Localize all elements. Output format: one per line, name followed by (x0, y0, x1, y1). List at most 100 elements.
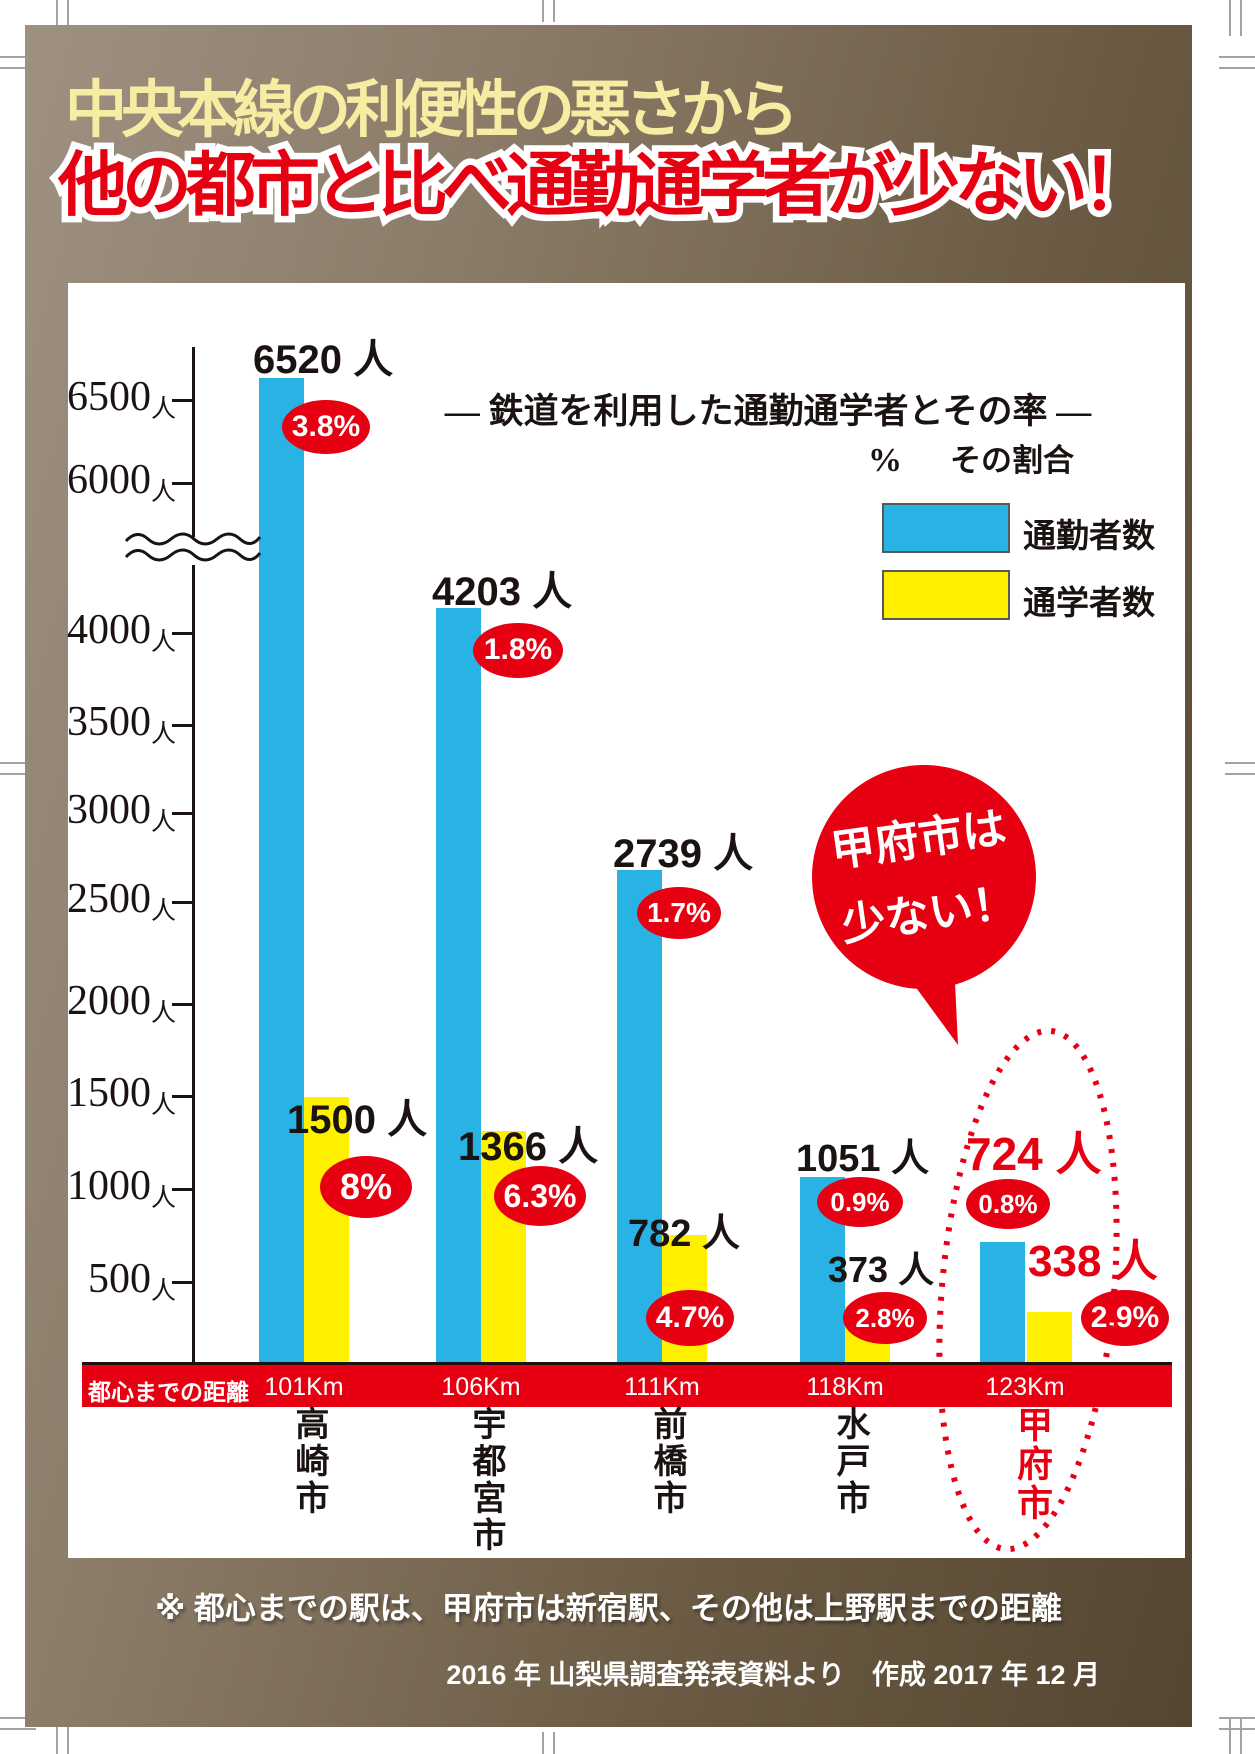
commuter-rate-badge: 0.8% (966, 1179, 1050, 1229)
distance-label: 118Km (806, 1373, 884, 1401)
y-tick-value: 3500 (66, 699, 151, 745)
city-label-4: 水戸市 (831, 1406, 869, 1517)
y-tick-value: 4000 (66, 607, 151, 653)
commuter-rate-badge: 1.8% (473, 622, 563, 678)
student-rate-badge: 2.9% (1081, 1290, 1169, 1346)
crop-mark (67, 1718, 69, 1754)
poster-title-line2-text: 他の都市と比べ通勤通学者が少ない！ (58, 146, 1152, 224)
distance-label: 123Km (985, 1373, 1065, 1401)
commuter-value-label: 2739 人 (613, 832, 754, 876)
y-tick-unit: 人 (150, 898, 176, 925)
y-tick-unit: 人 (150, 396, 176, 423)
bar-students-5 (1027, 1312, 1072, 1362)
crop-mark (0, 1717, 36, 1719)
y-tick-label: 3500 人 (66, 699, 176, 747)
commuter-value-label: 6520 人 (253, 338, 394, 382)
bar-commuters-2 (436, 608, 481, 1362)
y-tick-label: 4000 人 (66, 607, 176, 655)
callout-bubble-tail (893, 956, 958, 1045)
crop-mark (1219, 67, 1255, 69)
y-tick-mark (172, 1003, 193, 1006)
y-tick-mark (172, 901, 193, 904)
poster: 中央本線の利便性の悪さから 他の都市と比べ通勤通学者が少ない！ 他の都市と比べ通… (25, 25, 1192, 1727)
y-tick-unit: 人 (150, 1000, 176, 1027)
commuter-value-label: 1051 人 (796, 1138, 930, 1180)
y-tick-mark (172, 1095, 193, 1098)
y-tick-value: 3000 (66, 787, 151, 833)
crop-mark (1240, 1718, 1242, 1754)
city-label-3: 前橋市 (648, 1406, 686, 1517)
y-tick-mark (172, 812, 193, 815)
callout-line2: 少ない！ (838, 877, 1020, 951)
commuter-rate-badge: 0.9% (817, 1177, 903, 1227)
crop-mark (0, 1728, 36, 1730)
distance-label: 106Km (441, 1373, 521, 1401)
crop-mark (1240, 0, 1242, 36)
y-tick-unit: 人 (150, 629, 176, 656)
city-label-2: 宇都宮市 (467, 1406, 505, 1554)
y-tick-unit: 人 (150, 1278, 176, 1305)
y-tick-label: 2000 人 (66, 978, 176, 1026)
crop-mark (56, 1718, 58, 1754)
y-tick-label: 3000 人 (66, 787, 176, 835)
city-label-5: 甲府市 (1012, 1406, 1053, 1523)
y-tick-value: 1000 (66, 1163, 151, 1209)
legend-swatch-commuters (882, 503, 1010, 553)
legend-label-commuters: 通勤者数 (1023, 517, 1155, 554)
distance-label: 101Km (264, 1373, 344, 1401)
commuter-rate-badge: 3.8% (282, 400, 370, 454)
y-axis-upper-segment (192, 347, 195, 537)
y-tick-mark (172, 482, 193, 485)
crop-mark (1229, 1718, 1231, 1754)
crop-mark (0, 762, 30, 764)
source-credit: 2016 年 山梨県調査発表資料より 作成 2017 年 12 月 (446, 1660, 1100, 1690)
crop-mark (1229, 0, 1231, 36)
y-tick-mark (172, 1281, 193, 1284)
y-tick-label: 500 人 (68, 1256, 176, 1304)
crop-mark (0, 67, 36, 69)
percent-symbol: % (868, 442, 902, 479)
student-value-label: 338 人 (1028, 1237, 1158, 1286)
bar-commuters-3 (617, 870, 662, 1362)
crop-mark (553, 0, 555, 22)
crop-mark (1219, 1728, 1255, 1730)
poster-title-line2-outline: 他の都市と比べ通勤通学者が少ない！ (52, 140, 1159, 231)
y-tick-value: 500 (87, 1256, 151, 1302)
legend-label-students: 通学者数 (1023, 584, 1155, 621)
crop-mark (67, 0, 69, 36)
axis-break-icon (124, 532, 262, 562)
bar-commuters-5 (980, 1242, 1025, 1362)
city-label-1: 高崎市 (290, 1406, 328, 1517)
y-axis-lower-segment (192, 565, 195, 1362)
crop-mark (542, 1732, 544, 1754)
y-tick-mark (172, 632, 193, 635)
y-tick-unit: 人 (150, 479, 176, 506)
poster-title-line2: 他の都市と比べ通勤通学者が少ない！ 他の都市と比べ通勤通学者が少ない！ (52, 140, 1159, 239)
y-tick-mark (172, 399, 193, 402)
callout-line1: 甲府市は (828, 803, 1010, 877)
student-rate-badge: 4.7% (646, 1290, 734, 1346)
y-tick-value: 2500 (66, 876, 151, 922)
crop-mark (56, 0, 58, 36)
y-tick-unit: 人 (150, 721, 176, 748)
y-tick-label: 6000 人 (66, 457, 176, 505)
y-tick-value: 6000 (66, 457, 151, 503)
y-tick-value: 2000 (66, 978, 151, 1024)
legend-heading: % その割合 (868, 435, 1074, 480)
bar-commuters-1 (259, 378, 304, 1362)
commuter-value-label: 724 人 (966, 1128, 1102, 1180)
crop-mark (0, 56, 36, 58)
chart-panel: — 鉄道を利用した通勤通学者とその率 — % その割合 都心までの距離 101K… (66, 283, 1185, 1558)
crop-mark (1225, 762, 1255, 764)
crop-mark (0, 773, 30, 775)
callout-bubble (812, 765, 1036, 989)
y-tick-label: 6500 人 (67, 376, 176, 422)
student-value-label: 1366 人 (458, 1125, 599, 1169)
student-rate-badge: 2.8% (843, 1292, 927, 1344)
crop-mark (1219, 1717, 1255, 1719)
commuter-value-label: 4203 人 (432, 570, 573, 614)
bar-students-1 (304, 1097, 349, 1362)
crop-mark (553, 1732, 555, 1754)
student-rate-badge: 6.3% (494, 1166, 586, 1226)
poster-title-line1: 中央本線の利便性の悪さから (65, 76, 799, 145)
